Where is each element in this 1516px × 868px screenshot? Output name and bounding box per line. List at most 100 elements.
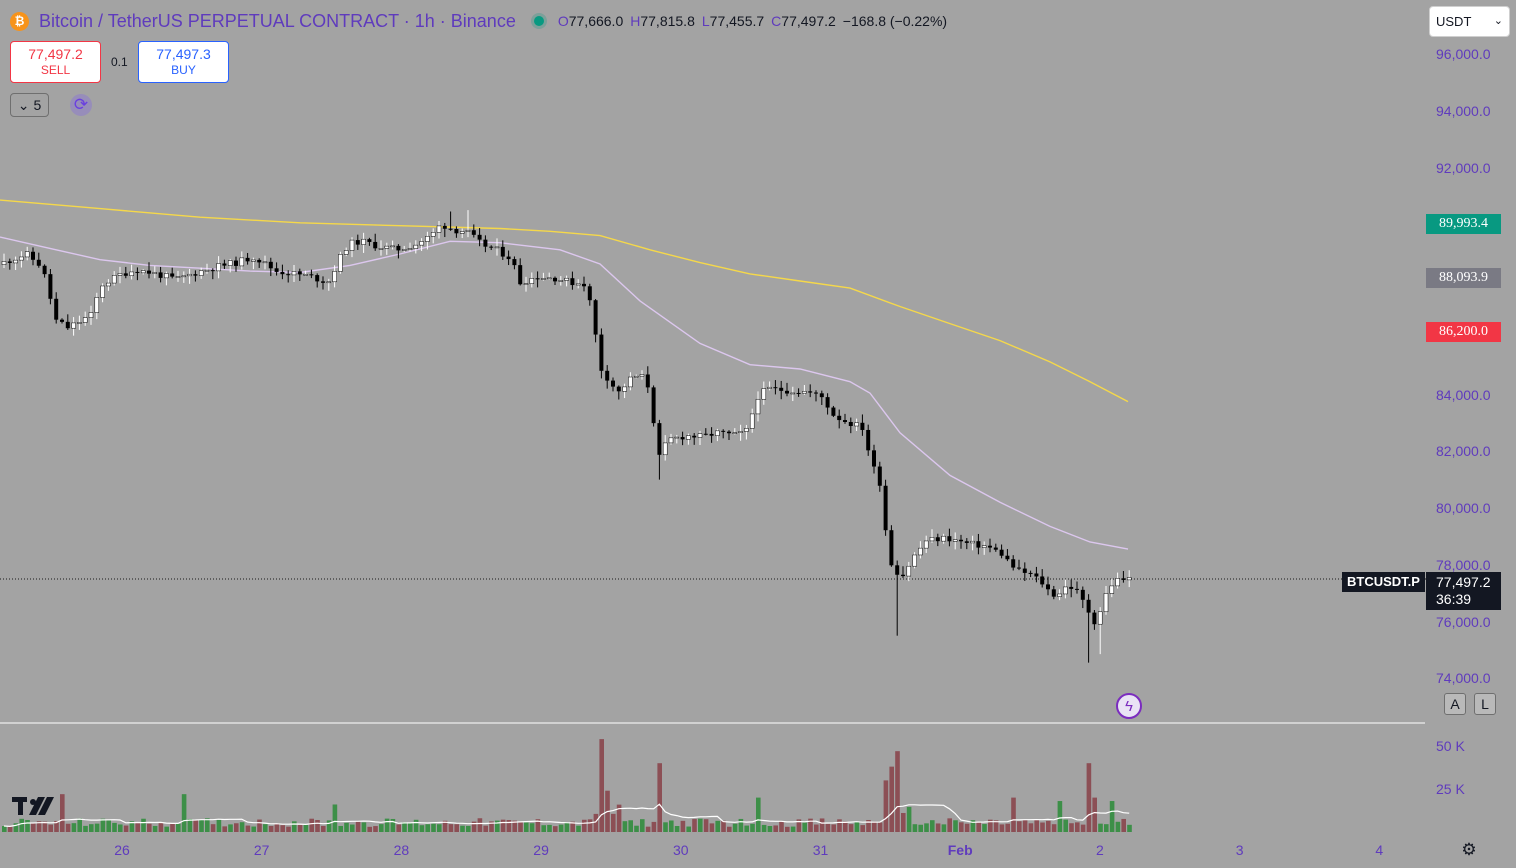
candle (1097, 607, 1103, 655)
volume-bar (48, 824, 53, 832)
candle (616, 385, 621, 400)
candle (692, 433, 697, 445)
volume-bar (100, 818, 106, 832)
buy-button[interactable]: 77,497.3 BUY (138, 41, 229, 83)
volume-bar (680, 820, 686, 832)
volume-bar (176, 823, 181, 832)
time-tick-label: 2 (1095, 842, 1104, 858)
volume-bar (512, 820, 517, 832)
volume-bar (1028, 823, 1034, 832)
candle (129, 264, 134, 280)
volume-bar (622, 821, 628, 832)
volume-bar (216, 819, 222, 832)
volume-bar (210, 824, 216, 832)
candle (181, 271, 187, 283)
volume-bar (77, 818, 82, 832)
price-level-tag[interactable]: 89,993.4 (1426, 214, 1501, 235)
volume-bar (338, 825, 343, 832)
candle (88, 305, 94, 325)
volume-bar (698, 818, 703, 832)
candle (60, 318, 64, 324)
candle (280, 264, 285, 280)
currency-select[interactable]: USDT ⌄ (1429, 6, 1510, 37)
candle (42, 264, 47, 278)
candle (321, 276, 325, 290)
candlesticks (1, 210, 1132, 663)
candle (749, 408, 755, 433)
volume-bar (1063, 819, 1068, 832)
volume-bar (71, 823, 77, 832)
candle (77, 315, 82, 330)
candle (814, 390, 818, 402)
candle (436, 220, 442, 239)
volume-bar (315, 820, 320, 832)
price-level-tag[interactable]: 88,093.9 (1426, 268, 1501, 289)
candle (430, 228, 436, 244)
volume-bar (442, 820, 448, 832)
volume-bar (361, 822, 367, 832)
indicators-toggle-button[interactable]: ⌄ 5 (10, 93, 49, 117)
volume-bar (181, 794, 187, 832)
ohlc-close: C77,497.2 (771, 13, 836, 29)
volume-bar (431, 823, 436, 832)
volume-bar (860, 825, 865, 832)
volume-bar (506, 820, 512, 832)
refresh-icon[interactable]: ⟳ (70, 94, 92, 116)
lightning-icon[interactable]: ϟ (1116, 693, 1142, 719)
auto-scale-button[interactable]: A (1444, 693, 1466, 715)
candle (523, 276, 529, 292)
volume-bar (1069, 823, 1074, 832)
candle (518, 258, 523, 286)
candle (866, 424, 871, 456)
volume-bar (901, 812, 906, 832)
volume-bar (819, 818, 825, 832)
log-scale-button[interactable]: L (1474, 693, 1496, 715)
candle (651, 385, 656, 427)
volume-bar (1086, 763, 1092, 832)
volume-bar (477, 818, 483, 832)
volume-bar (251, 826, 256, 832)
price-level-tag[interactable]: 86,200.0 (1426, 322, 1501, 343)
candle (257, 258, 262, 268)
candle (204, 263, 210, 274)
candle (286, 270, 291, 283)
candle (947, 528, 952, 547)
symbol-title[interactable]: Bitcoin / TetherUS PERPETUAL CONTRACT · … (39, 10, 516, 31)
volume-bar (239, 822, 245, 832)
volume-bar (877, 822, 883, 832)
candle (1022, 562, 1027, 582)
volume-bar (982, 824, 987, 832)
settings-gear-icon[interactable]: ⚙ (1461, 840, 1477, 859)
tradingview-logo-icon[interactable] (12, 793, 56, 819)
volume-bar (297, 824, 303, 832)
volume-bar (1005, 823, 1010, 832)
candle (407, 242, 413, 252)
candle (140, 269, 146, 275)
candle (1011, 555, 1016, 571)
price-tick-label: 78,000.0 (1436, 556, 1491, 573)
sell-button[interactable]: 77,497.2 SELL (10, 41, 101, 83)
volume-bar (303, 824, 309, 832)
candle (1109, 579, 1115, 598)
candle (291, 265, 297, 283)
volume-bar (541, 825, 546, 832)
market-status-icon[interactable] (533, 16, 544, 26)
candle (582, 276, 586, 292)
volume-bar (674, 826, 680, 832)
candle (587, 283, 592, 306)
candle (883, 479, 888, 536)
candle (361, 232, 366, 253)
volume-bar (54, 820, 59, 832)
candle (170, 267, 175, 279)
candle (546, 272, 552, 280)
candle (877, 461, 882, 492)
volume-bar (547, 824, 552, 832)
candle (1051, 585, 1056, 600)
volume-bar (263, 824, 268, 832)
candle (605, 365, 610, 389)
chevron-down-icon: ⌄ (1493, 15, 1503, 27)
volume-bar (686, 826, 691, 832)
volume-bar (709, 823, 715, 832)
candle (1028, 570, 1033, 578)
